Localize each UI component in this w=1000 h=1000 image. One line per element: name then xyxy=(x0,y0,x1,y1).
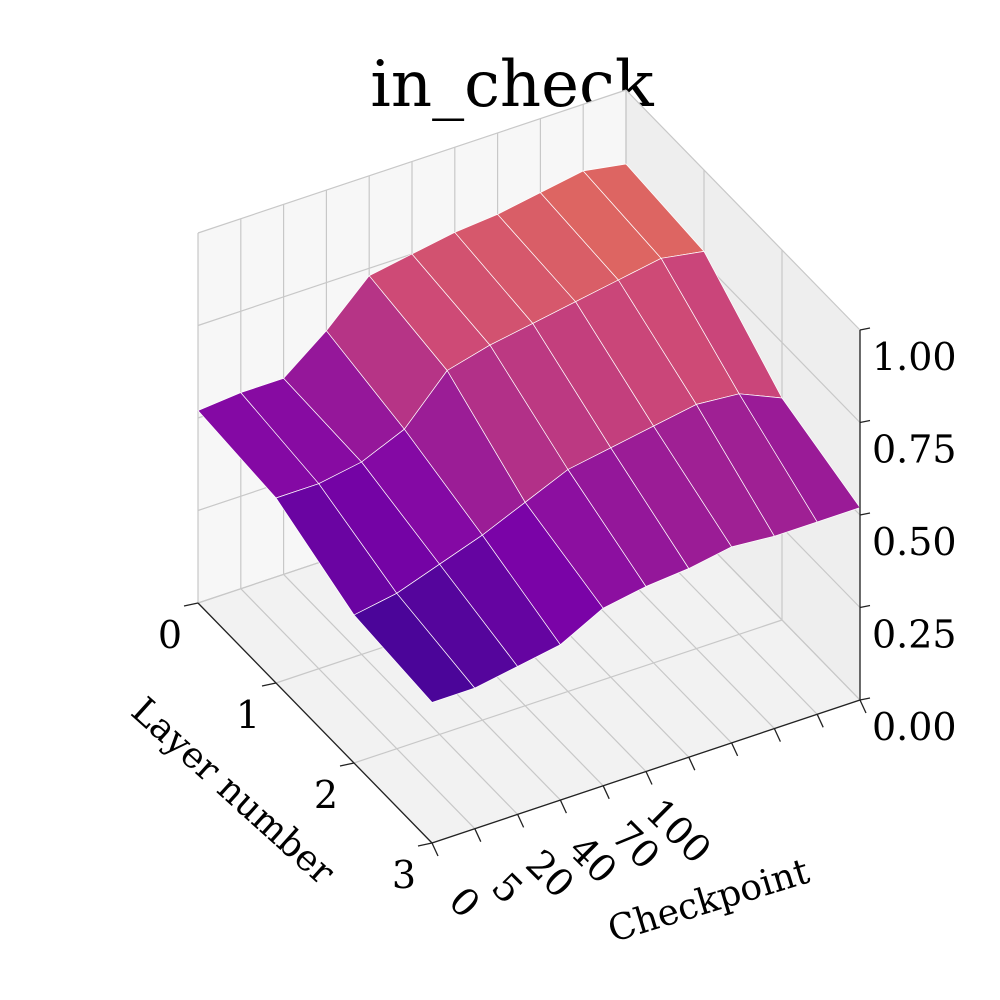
z-tick-label: 0.50 xyxy=(872,520,957,564)
back-grid-z xyxy=(197,89,627,234)
floor-grid-y xyxy=(353,619,783,764)
z-tick-label: 0.75 xyxy=(872,428,957,472)
z-tick-label: 1.00 xyxy=(872,335,957,379)
x-tick-mark xyxy=(559,799,567,814)
y-tick-label: 1 xyxy=(236,693,260,737)
y-tick-mark xyxy=(261,682,277,687)
floor-grid-x xyxy=(240,588,476,830)
x-tick-mark xyxy=(731,742,739,757)
y-tick-mark xyxy=(339,762,355,767)
axis-lines xyxy=(183,327,871,857)
y-tick-label: 0 xyxy=(158,613,182,657)
x-tick-mark xyxy=(688,756,696,771)
x-tick-mark xyxy=(431,842,439,857)
floor-grid-x xyxy=(283,573,519,815)
x-tick-mark xyxy=(602,785,610,800)
z-tick-mark xyxy=(859,327,871,331)
z-tick-mark xyxy=(859,419,871,424)
side-grid-z xyxy=(625,89,861,331)
x-tick-mark xyxy=(517,814,525,828)
x-tick-mark xyxy=(816,714,824,728)
z-tick-mark xyxy=(859,512,871,516)
z-tick-label: 0.25 xyxy=(872,613,957,657)
z-tick-label: 0.00 xyxy=(872,705,957,749)
x-tick-mark xyxy=(859,699,867,714)
x-tick-mark xyxy=(645,771,653,785)
x-tick-mark xyxy=(474,828,482,842)
z-tick-mark xyxy=(859,697,871,701)
y-tick-mark xyxy=(183,602,199,607)
y-tick-label: 3 xyxy=(392,853,416,897)
x-tick-label: 0 xyxy=(440,878,488,926)
y-axis-line xyxy=(197,602,433,844)
surface-mesh xyxy=(197,163,861,703)
x-tick-mark xyxy=(773,728,781,742)
y-tick-label: 2 xyxy=(314,773,338,817)
z-tick-mark xyxy=(859,604,871,609)
y-tick-mark xyxy=(417,842,433,847)
y-axis-label: Layer number xyxy=(123,690,343,893)
